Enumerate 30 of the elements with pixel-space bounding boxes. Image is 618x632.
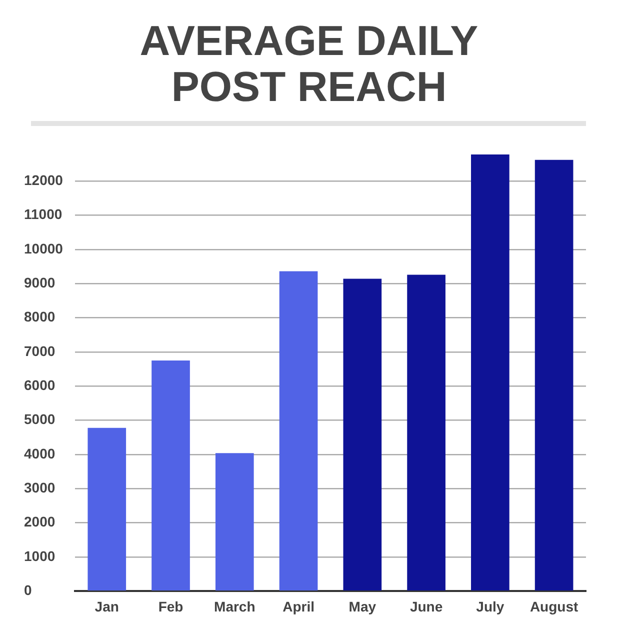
y-tick-label: 4000	[24, 445, 56, 462]
bar	[88, 428, 126, 591]
x-tick-label: August	[530, 598, 578, 614]
bar	[279, 271, 318, 591]
y-tick-label: 6000	[24, 376, 56, 393]
y-tick-label: 8000	[24, 308, 56, 325]
bar	[215, 453, 254, 591]
x-tick-label: March	[214, 598, 256, 614]
x-tick-label: June	[410, 598, 443, 614]
bar	[534, 160, 574, 591]
x-tick-label: Feb	[158, 598, 184, 614]
x-tick-label: Jan	[94, 598, 119, 614]
x-tick-label: July	[476, 598, 504, 614]
y-tick-label: 12000	[24, 172, 64, 188]
y-tick-label: 9000	[24, 274, 56, 290]
y-tick-label: 0	[24, 582, 32, 598]
x-tick-label: May	[348, 598, 376, 614]
y-tick-label: 3000	[24, 480, 56, 496]
chart-title: AVERAGE DAILY POST REACH	[138, 17, 480, 110]
bar	[152, 360, 190, 591]
y-tick-label: 2000	[24, 514, 56, 530]
y-tick-label: 5000	[24, 411, 56, 428]
y-tick-label: 11000	[24, 206, 62, 222]
y-tick-label: 1000	[24, 548, 56, 564]
bar	[471, 154, 510, 591]
y-tick-label: 7000	[24, 342, 56, 359]
x-tick-label: April	[282, 598, 314, 614]
y-tick-label: 10000	[24, 240, 64, 256]
bar	[407, 274, 446, 591]
bar	[343, 278, 382, 591]
